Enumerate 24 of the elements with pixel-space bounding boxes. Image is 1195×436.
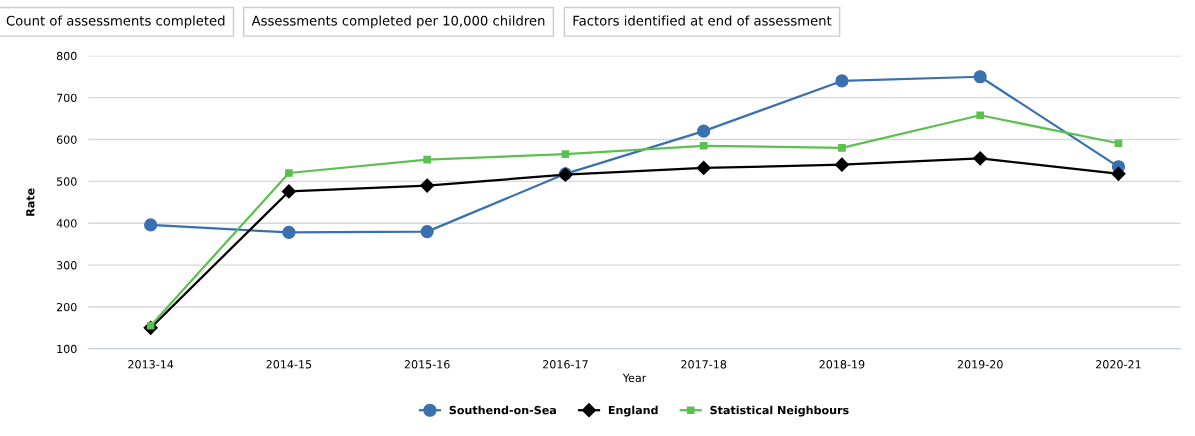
y-axis-title: Rate [26,188,35,216]
y-tick-label: 400 [56,219,77,228]
x-tick-label: 2017-18 [681,360,727,369]
text: Factors identified at end of assessment [573,15,832,26]
x-tick-label: 2013-14 [128,360,174,369]
text: Count of assessments completed [6,15,225,29]
text: Assessments completed per 10,000 children [251,15,545,29]
x-axis-title: Year [622,373,647,383]
x-tick-label: 2020-21 [1096,360,1141,369]
x-tick-label: 2018-19 [819,360,865,369]
y-tick-label: 800 [56,51,77,61]
x-tick-label: 2015-16 [404,360,450,369]
y-tick-label: 200 [56,302,77,312]
y-tick-label: 600 [56,135,77,144]
y-tick-label: 100 [57,344,77,354]
y-tick-label: 500 [56,177,77,186]
x-tick-label: 2016-17 [543,360,588,369]
y-tick-label: 700 [57,93,77,103]
y-tick-label: 300 [56,261,77,270]
legend-label: Statistical Neighbours [710,405,849,417]
legend-label: Southend-on-Sea [449,405,556,415]
x-tick-label: 2014-15 [266,360,312,369]
x-tick-label: 2019-20 [957,360,1003,369]
legend-label: England [608,405,658,417]
